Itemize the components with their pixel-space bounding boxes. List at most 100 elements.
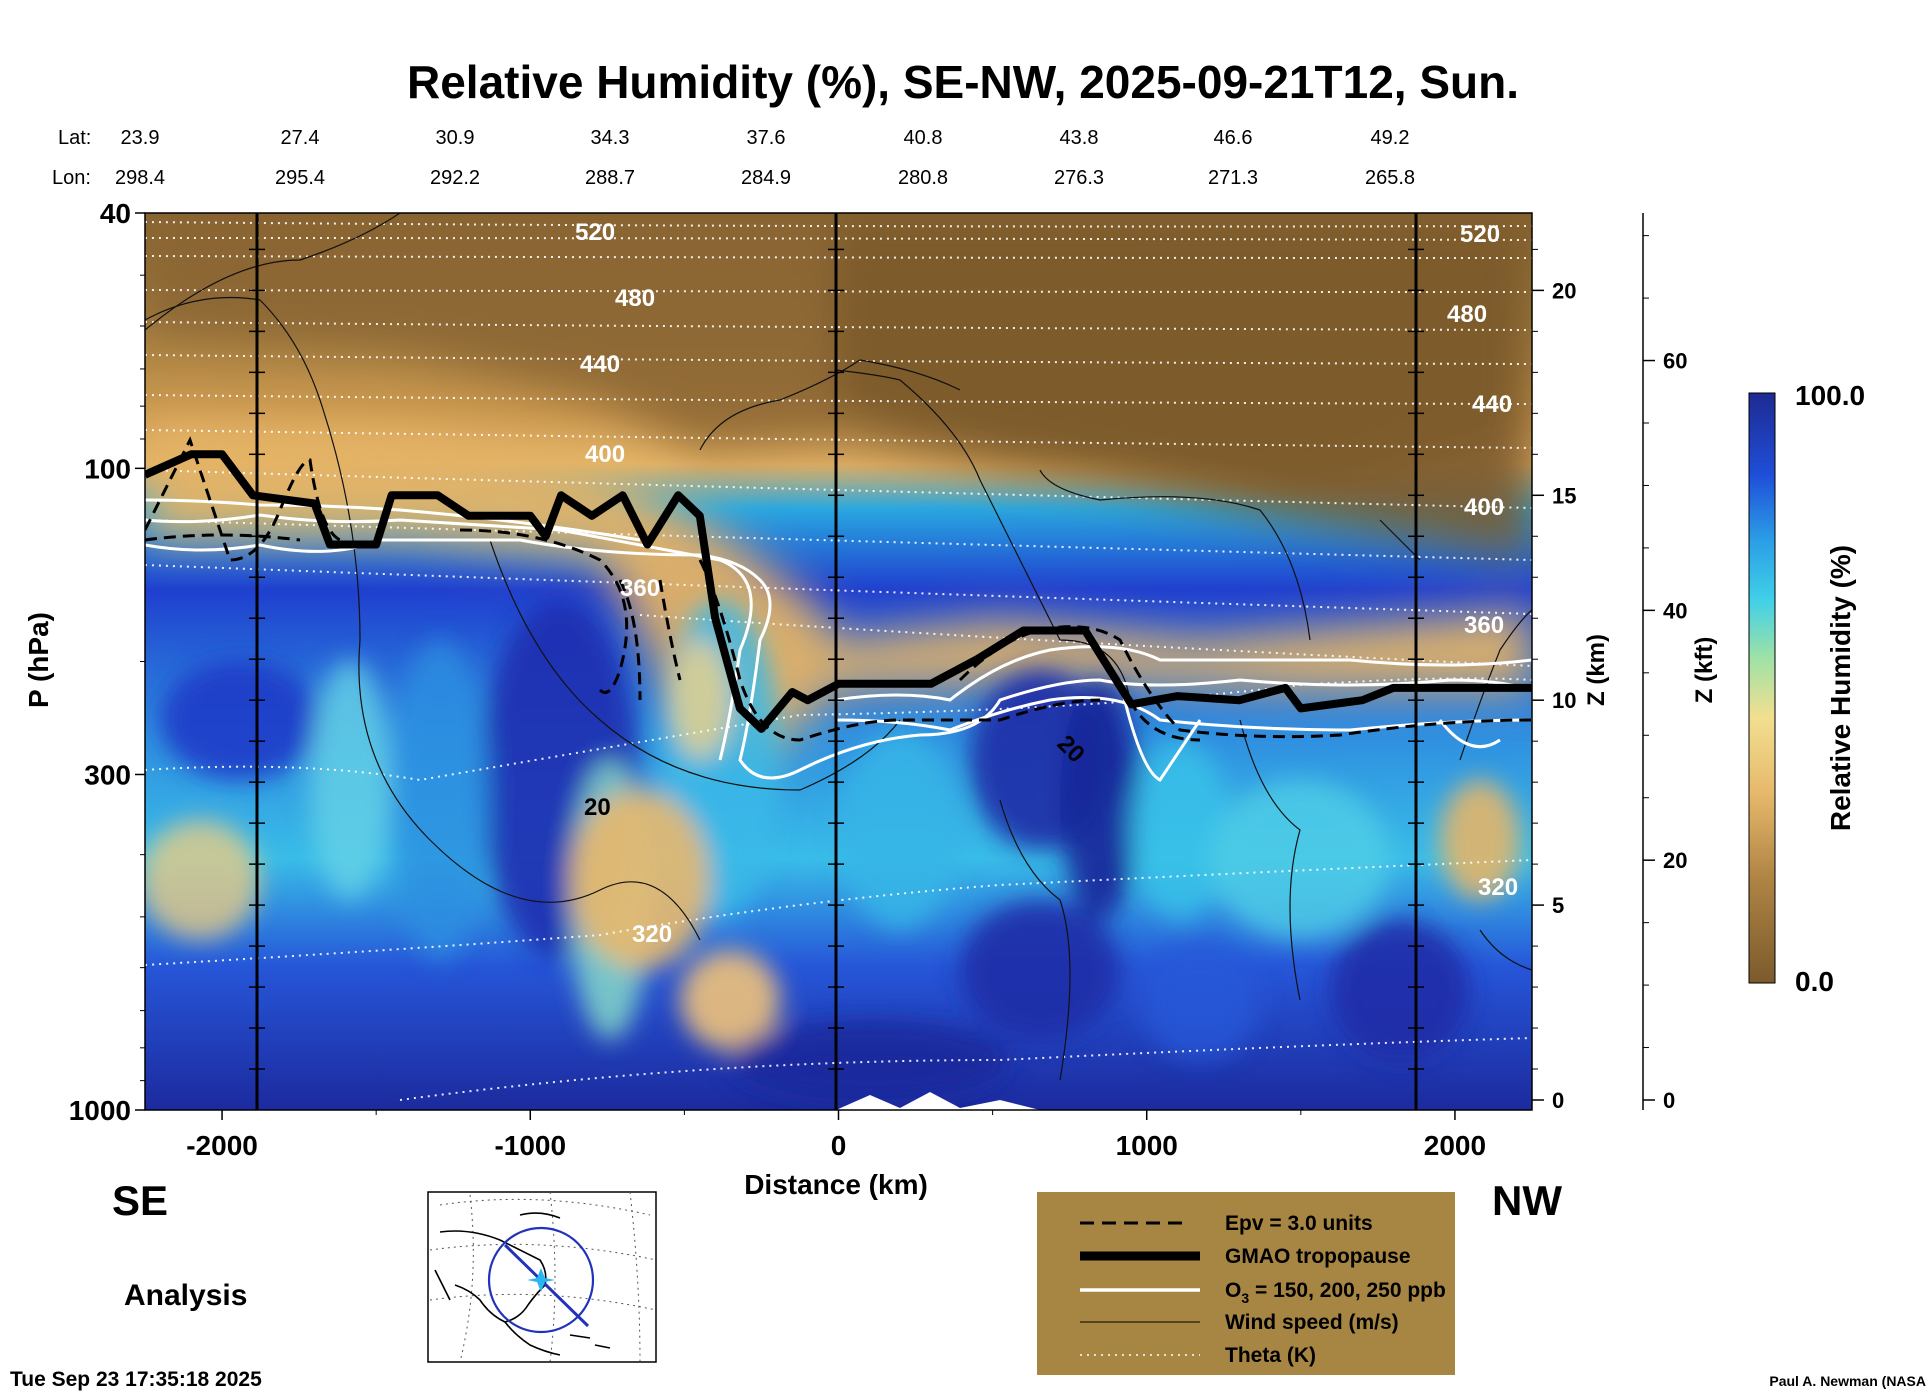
legend-ozone-sub: 3 xyxy=(1241,1290,1249,1306)
reference-verticals xyxy=(255,213,1418,1110)
theta-label: 440 xyxy=(1472,391,1512,418)
colorbar-min-label: 0.0 xyxy=(1795,966,1834,997)
z-kft-tick-label: 0 xyxy=(1663,1088,1675,1113)
z-km-tick-label: 15 xyxy=(1552,483,1576,508)
se-label: SE xyxy=(112,1177,168,1224)
theta-label: 360 xyxy=(620,575,660,602)
theta-label: 480 xyxy=(1447,301,1487,328)
x-tick-label: -2000 xyxy=(186,1130,258,1161)
x-axis: -2000 -1000 0 1000 2000 xyxy=(186,1110,1486,1161)
x-tick-label: -1000 xyxy=(494,1130,566,1161)
legend-tropopause-label: GMAO tropopause xyxy=(1225,1245,1411,1268)
lon-value: 271.3 xyxy=(1208,167,1258,189)
wind-speed-contours xyxy=(145,213,1532,1081)
lon-value: 295.4 xyxy=(275,167,325,189)
z-kft-axis-label: Z (kft) xyxy=(1691,637,1718,704)
credit: Paul A. Newman (NASA xyxy=(1769,1373,1926,1389)
y-tick-label: 100 xyxy=(84,453,131,484)
lat-value: 37.6 xyxy=(747,127,786,149)
x-tick-label: 1000 xyxy=(1116,1130,1178,1161)
z-km-tick-label: 5 xyxy=(1552,893,1564,918)
y-tick-label: 300 xyxy=(84,759,131,790)
reference-vertical-ticks xyxy=(249,248,1424,1070)
lon-value: 265.8 xyxy=(1365,167,1415,189)
timestamp: Tue Sep 23 17:35:18 2025 xyxy=(10,1368,262,1391)
z-km-tick-label: 20 xyxy=(1552,278,1576,303)
lat-value: 49.2 xyxy=(1371,127,1410,149)
lon-values: 298.4 295.4 292.2 288.7 284.9 280.8 276.3 271.3… xyxy=(115,167,1415,189)
lat-values: 23.9 27.4 30.9 34.3 37.6 40.8 43.8 46.6 49.2 xyxy=(121,127,1410,149)
y-axis-label: P (hPa) xyxy=(23,612,54,708)
y-axis: 40 100 300 1000 xyxy=(69,198,145,1126)
inset-map xyxy=(427,1191,657,1363)
legend-epv-label: Epv = 3.0 units xyxy=(1225,1212,1373,1235)
lon-value: 280.8 xyxy=(898,167,948,189)
inset-track-line xyxy=(503,1243,590,1328)
theta-label: 400 xyxy=(585,441,625,468)
coordinate-header: Lat: Lon: 23.9 27.4 30.9 34.3 37.6 40.8 43.8 46… xyxy=(52,127,1415,189)
lon-value: 284.9 xyxy=(741,167,791,189)
analysis-label: Analysis xyxy=(124,1279,247,1312)
x-axis-label: Distance (km) xyxy=(744,1169,928,1200)
theta-label: 520 xyxy=(1460,221,1500,248)
legend-ozone-label: O3 = 150, 200, 250 ppb xyxy=(1225,1279,1446,1306)
terrain-edge xyxy=(836,1092,1040,1110)
inset-map-grid xyxy=(429,1191,657,1363)
nw-label: NW xyxy=(1492,1177,1562,1224)
lon-value: 292.2 xyxy=(430,167,480,189)
stratosphere-shading xyxy=(145,213,1532,760)
theta-label: 320 xyxy=(632,921,672,948)
z-kft-tick-label: 60 xyxy=(1663,349,1687,374)
inset-center-marker-icon xyxy=(527,1268,555,1292)
z-kft-tick-label: 40 xyxy=(1663,598,1687,623)
lat-value: 23.9 xyxy=(121,127,160,149)
lat-row-label: Lat: xyxy=(58,127,91,149)
lat-value: 43.8 xyxy=(1060,127,1099,149)
z-km-tick-label: 0 xyxy=(1552,1088,1564,1113)
theta-value-labels: 520 480 440 400 360 320 520 480 440 400 360 320 xyxy=(575,219,1518,948)
z-km-axis: 0 5 10 15 20 xyxy=(1532,248,1576,1113)
theta-label: 480 xyxy=(615,285,655,312)
inset-range-circle xyxy=(487,1226,595,1334)
wind-label: 20 xyxy=(584,794,611,821)
lon-value: 298.4 xyxy=(115,167,165,189)
z-km-tick-label: 10 xyxy=(1552,688,1576,713)
y-tick-label: 40 xyxy=(100,198,131,229)
lat-value: 27.4 xyxy=(281,127,320,149)
z-kft-axis: 0 20 40 60 xyxy=(1643,235,1687,1113)
theta-contours xyxy=(145,221,1532,1101)
legend-ozone-rest: = 150, 200, 250 ppb xyxy=(1249,1279,1446,1302)
lat-value: 40.8 xyxy=(904,127,943,149)
legend: Epv = 3.0 units GMAO tropopause O3 = 150… xyxy=(1037,1192,1455,1375)
theta-label: 400 xyxy=(1464,494,1504,521)
x-tick-label: 0 xyxy=(831,1130,847,1161)
legend-ozone-main: O xyxy=(1225,1279,1241,1302)
y-tick-label: 1000 xyxy=(69,1095,131,1126)
lon-row-label: Lon: xyxy=(52,167,91,189)
z-kft-tick-label: 20 xyxy=(1663,848,1687,873)
gmao-tropopause-line xyxy=(145,450,1532,733)
colorbar-title: Relative Humidity (%) xyxy=(1825,545,1856,831)
colorbar-ramp xyxy=(1748,392,1776,984)
chart-title: Relative Humidity (%), SE-NW, 2025-09-21… xyxy=(407,56,1519,108)
ozone-contours xyxy=(145,498,1532,782)
lat-value: 34.3 xyxy=(591,127,630,149)
troposphere-blobs xyxy=(145,600,1520,1100)
plot-area xyxy=(145,213,1532,1110)
theta-label: 520 xyxy=(575,219,615,246)
theta-label: 320 xyxy=(1478,874,1518,901)
legend-wind-label: Wind speed (m/s) xyxy=(1225,1311,1399,1334)
colorbar-max-label: 100.0 xyxy=(1795,380,1865,411)
lon-value: 288.7 xyxy=(585,167,635,189)
lat-value: 46.6 xyxy=(1214,127,1253,149)
lat-value: 30.9 xyxy=(436,127,475,149)
theta-label: 360 xyxy=(1464,612,1504,639)
legend-theta-label: Theta (K) xyxy=(1225,1344,1316,1367)
theta-label: 440 xyxy=(580,351,620,378)
inset-map-coastlines xyxy=(434,1212,611,1356)
x-tick-label: 2000 xyxy=(1424,1130,1486,1161)
z-km-axis-label: Z (km) xyxy=(1583,634,1610,706)
lon-value: 276.3 xyxy=(1054,167,1104,189)
colorbar: 100.0 0.0 Relative Humidity (%) xyxy=(1748,380,1865,997)
